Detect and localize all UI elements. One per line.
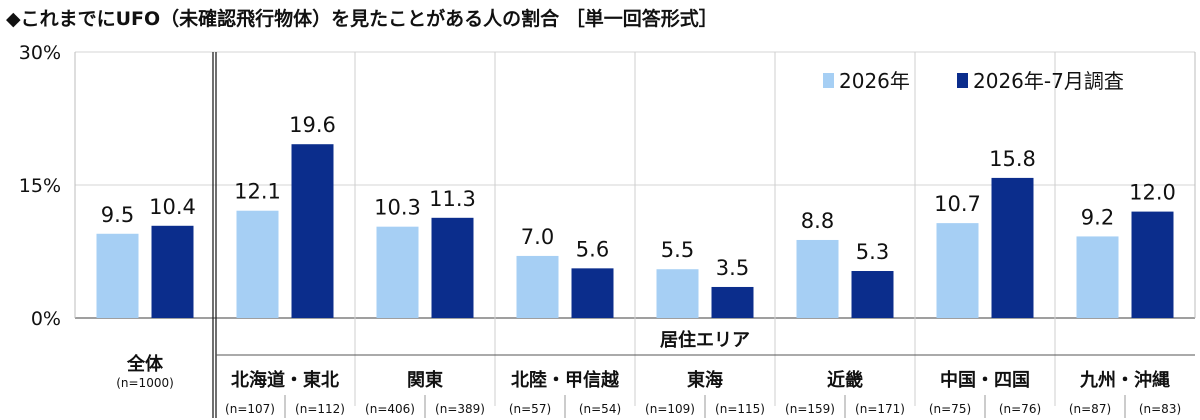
category-label: 東海: [687, 369, 723, 391]
bar-2026-july: [851, 271, 894, 318]
legend-entry: 2026年: [839, 69, 910, 93]
legend[interactable]: 2026年 2026年-7月調査: [823, 69, 1124, 93]
sample-size: (n=115): [715, 402, 765, 416]
data-label: 11.3: [429, 187, 476, 211]
sample-size: (n=109): [645, 402, 695, 416]
sample-size: (n=171): [855, 402, 905, 416]
data-label: 7.0: [521, 225, 554, 249]
y-tick-label: 15%: [19, 175, 61, 197]
sample-size: (n=76): [999, 402, 1041, 416]
area-label: 居住エリア: [660, 329, 750, 351]
sample-size: (n=83): [1139, 402, 1181, 416]
sample-size: (n=112): [295, 402, 345, 416]
data-label: 5.5: [661, 238, 694, 262]
data-label: 10.7: [934, 192, 981, 216]
sample-size: (n=87): [1069, 402, 1111, 416]
legend-swatch: [957, 73, 968, 88]
chart-title: ◆これまでにUFO（未確認飛行物体）を見たことがある人の割合 ［単一回答形式］: [6, 7, 718, 30]
bar-2026-july: [711, 286, 754, 318]
data-label: 10.3: [374, 196, 421, 220]
category-label: 九州・沖縄: [1079, 369, 1170, 391]
sample-size: (n=107): [225, 402, 275, 416]
data-label: 5.3: [856, 240, 889, 264]
bar-2026: [516, 255, 559, 318]
category-label: 関東: [407, 369, 443, 391]
value-labels: 9.5 10.4 12.1 19.6 10.3 11.3 7.0 5.6 5.5 3.5 8.8 5.…: [101, 113, 1176, 280]
legend-swatch: [823, 73, 834, 88]
bar-2026-july: [571, 268, 614, 318]
bar-2026-july: [991, 177, 1034, 318]
bar-2026-july: [291, 144, 334, 318]
category-label: 全体: [126, 353, 164, 375]
bars: [96, 144, 1174, 318]
bar-2026: [236, 210, 279, 318]
sample-size: (n=54): [579, 402, 621, 416]
bar-2026: [376, 226, 419, 318]
category-label: 北海道・東北: [231, 369, 339, 391]
bar-2026: [96, 233, 139, 318]
sample-size: (n=1000): [116, 376, 174, 390]
category-label: 北陸・甲信越: [511, 369, 620, 391]
data-label: 15.8: [989, 147, 1036, 171]
data-label: 9.5: [101, 203, 134, 227]
data-label: 8.8: [801, 209, 834, 233]
legend-entry: 2026年-7月調査: [973, 69, 1124, 93]
sample-size: (n=159): [785, 402, 835, 416]
bar-2026: [1076, 236, 1119, 318]
data-label: 19.6: [289, 113, 336, 137]
data-label: 3.5: [716, 256, 749, 280]
bar-2026: [656, 269, 699, 318]
sample-size: (n=57): [509, 402, 551, 416]
category-label: 中国・四国: [940, 369, 1030, 391]
data-label: 10.4: [149, 195, 196, 219]
data-label: 9.2: [1081, 205, 1114, 229]
axes: 0% 15% 30%: [19, 42, 1195, 418]
bar-2026: [796, 239, 839, 318]
bar-2026-july: [431, 217, 474, 318]
sample-size: (n=406): [365, 402, 415, 416]
bar-2026: [936, 223, 979, 318]
category-label: 近畿: [827, 369, 863, 391]
bar-2026-july: [1131, 211, 1174, 318]
sample-size: (n=75): [929, 402, 971, 416]
data-label: 12.1: [234, 180, 281, 204]
y-tick-label: 30%: [19, 42, 61, 64]
data-label: 5.6: [576, 237, 609, 261]
y-tick-label: 0%: [31, 308, 61, 330]
sample-size: (n=389): [435, 402, 485, 416]
bar-2026-july: [151, 225, 194, 318]
data-label: 12.0: [1129, 181, 1176, 205]
